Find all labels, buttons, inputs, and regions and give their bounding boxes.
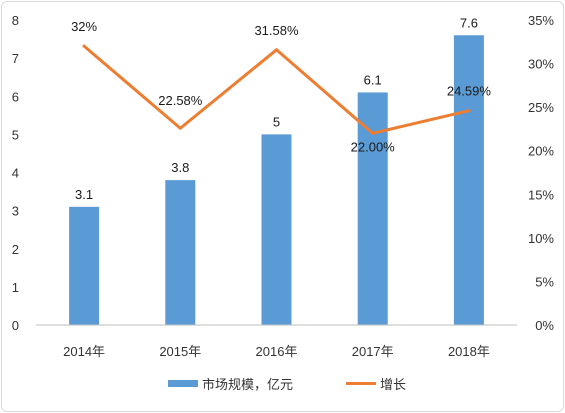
- bar-value-label: 6.1: [364, 72, 382, 87]
- growth-value-label: 32%: [71, 19, 97, 34]
- bar: [357, 92, 388, 325]
- right-y-tick-label: 0%: [535, 318, 554, 333]
- growth-point: [82, 44, 86, 48]
- left-y-tick-label: 8: [12, 13, 19, 28]
- right-y-tick-label: 5%: [535, 274, 554, 289]
- bar: [453, 35, 484, 325]
- left-y-tick-label: 2: [12, 242, 19, 257]
- left-y-tick-label: 0: [12, 318, 19, 333]
- growth-point: [178, 126, 182, 130]
- x-tick-label: 2016年: [256, 344, 298, 359]
- growth-value-label: 22.58%: [158, 93, 203, 108]
- legend-swatch-bar: [168, 380, 198, 387]
- x-tick-label: 2015年: [159, 344, 201, 359]
- left-y-axis: 0 1 2 3 4 5 6 7 8: [12, 13, 19, 333]
- right-y-tick-label: 35%: [528, 13, 554, 28]
- bar: [261, 134, 292, 325]
- left-y-tick-label: 1: [12, 280, 19, 295]
- left-y-tick-label: 5: [12, 127, 19, 142]
- line-series: [82, 44, 471, 135]
- bar: [69, 206, 100, 325]
- legend-label-line: 增长: [380, 378, 406, 393]
- right-y-tick-label: 25%: [528, 100, 554, 115]
- right-y-axis: 0% 5% 10% 15% 20% 25% 30% 35%: [528, 13, 554, 333]
- x-axis: 2014年 2015年 2016年 2017年 2018年: [36, 324, 517, 359]
- growth-value-label: 22.00%: [351, 139, 396, 154]
- growth-value-label: 31.58%: [254, 23, 299, 38]
- right-y-tick-label: 20%: [528, 144, 554, 159]
- right-y-tick-label: 15%: [528, 187, 554, 202]
- bar-value-label: 3.1: [75, 187, 93, 202]
- left-y-tick-label: 6: [12, 89, 19, 104]
- growth-point: [467, 109, 471, 113]
- x-tick-label: 2017年: [352, 344, 394, 359]
- x-tick-label: 2018年: [448, 344, 490, 359]
- bar-value-label: 7.6: [460, 15, 478, 30]
- bar: [165, 180, 196, 325]
- right-y-tick-label: 30%: [528, 57, 554, 72]
- left-y-tick-label: 3: [12, 204, 19, 219]
- left-y-tick-label: 7: [12, 51, 19, 66]
- bar-value-label: 5: [273, 114, 280, 129]
- growth-value-label: 24.59%: [447, 84, 492, 99]
- data-labels: 3.1 3.8 5 6.1 7.6 32% 22.58% 31.58% 22.00% 24.59%: [71, 15, 491, 202]
- legend-label-bar: 市场规模，亿元: [202, 377, 293, 393]
- left-y-tick-label: 4: [12, 166, 19, 181]
- x-tick-label: 2014年: [63, 344, 105, 359]
- bar-series: [69, 35, 484, 325]
- legend: 市场规模，亿元 增长: [168, 377, 406, 393]
- right-y-tick-label: 10%: [528, 231, 554, 246]
- growth-point: [371, 131, 375, 135]
- bar-value-label: 3.8: [171, 160, 189, 175]
- growth-point: [275, 48, 278, 52]
